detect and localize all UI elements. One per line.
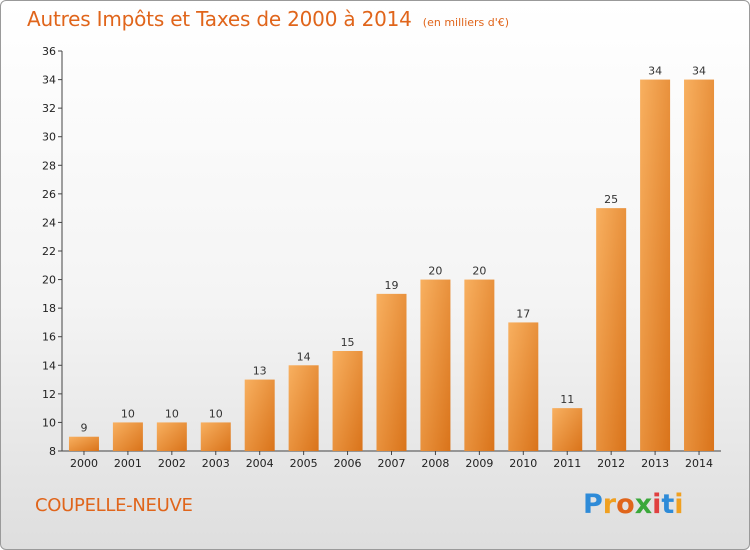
bars: [68, 79, 715, 452]
x-tick-label: 2001: [114, 457, 142, 470]
bar: [288, 365, 319, 451]
x-tick-label: 2010: [509, 457, 537, 470]
data-label: 13: [253, 365, 267, 378]
x-tick-label: 2013: [641, 457, 669, 470]
data-label: 34: [648, 65, 662, 78]
chart-title-block: Autres Impôts et Taxes de 2000 à 2014 (e…: [27, 7, 509, 31]
data-label: 11: [560, 393, 574, 406]
x-tick-label: 2003: [202, 457, 230, 470]
bar: [376, 293, 407, 451]
y-tick-label: 36: [42, 45, 56, 58]
bar: [684, 79, 715, 452]
bar: [68, 436, 99, 451]
data-label: 20: [472, 265, 486, 278]
x-tick-label: 2006: [334, 457, 362, 470]
proxiti-logo: Proxiti: [583, 489, 684, 520]
logo-letter: P: [583, 489, 603, 520]
logo-letter: o: [616, 489, 635, 520]
bar: [244, 379, 275, 451]
y-tick-label: 24: [42, 216, 56, 229]
bar: [596, 208, 627, 451]
bar: [420, 279, 451, 451]
x-tick-label: 2004: [246, 457, 274, 470]
data-label: 20: [428, 265, 442, 278]
data-label: 17: [516, 307, 530, 320]
y-tick-label: 34: [42, 74, 56, 87]
y-tick-label: 14: [42, 359, 56, 372]
logo-letter: x: [634, 489, 653, 520]
data-label: 25: [604, 193, 618, 206]
x-tick-label: 2002: [158, 457, 186, 470]
data-label: 34: [692, 65, 706, 78]
y-tick-label: 26: [42, 188, 56, 201]
x-tick-label: 2007: [378, 457, 406, 470]
x-tick-label: 2005: [290, 457, 318, 470]
bar: [112, 422, 143, 451]
y-tick-label: 16: [42, 331, 56, 344]
y-tick-label: 20: [42, 274, 56, 287]
data-label: 10: [165, 407, 179, 420]
place-name: COUPELLE-NEUVE: [35, 495, 193, 516]
bar: [508, 322, 539, 451]
x-tick-label: 2011: [553, 457, 581, 470]
x-tick-label: 2009: [465, 457, 493, 470]
bar: [464, 279, 495, 451]
logo-letter: i: [674, 489, 684, 520]
chart-unit: (en milliers d'€): [422, 16, 510, 29]
y-axis: 8 10 12 14 16 18 20 22 24 26 28 30 32 34 36: [42, 45, 63, 458]
y-tick-label: 8: [49, 445, 56, 458]
logo-letter: r: [602, 489, 617, 520]
y-tick-label: 12: [42, 388, 56, 401]
bar: [552, 408, 583, 451]
y-tick-label: 28: [42, 159, 56, 172]
bar: [156, 422, 187, 451]
data-label: 19: [385, 279, 399, 292]
logo-letter: i: [652, 489, 662, 520]
bar: [332, 351, 363, 451]
x-tick-label: 2008: [421, 457, 449, 470]
y-tick-label: 10: [42, 416, 56, 429]
y-tick-label: 22: [42, 245, 56, 258]
bar: [640, 79, 671, 452]
y-tick-label: 30: [42, 131, 56, 144]
data-label: 9: [80, 422, 87, 435]
x-axis: 2000 2001 2002 2003 2004 2005 2006 2007 2008 2009…: [62, 450, 721, 470]
data-label: 10: [121, 407, 135, 420]
bar: [200, 422, 231, 451]
data-labels: 9 10 10 10 13 14 15 19 20 20 17 11 25 34 34: [80, 65, 706, 435]
x-tick-label: 2014: [685, 457, 713, 470]
y-tick-label: 18: [42, 302, 56, 315]
data-label: 15: [341, 336, 355, 349]
y-tick-label: 32: [42, 102, 56, 115]
chart-title: Autres Impôts et Taxes de 2000 à 2014: [27, 7, 412, 31]
logo-letter: t: [661, 489, 675, 520]
data-label: 10: [209, 407, 223, 420]
data-label: 14: [297, 350, 311, 363]
x-tick-label: 2000: [70, 457, 98, 470]
x-tick-label: 2012: [597, 457, 625, 470]
